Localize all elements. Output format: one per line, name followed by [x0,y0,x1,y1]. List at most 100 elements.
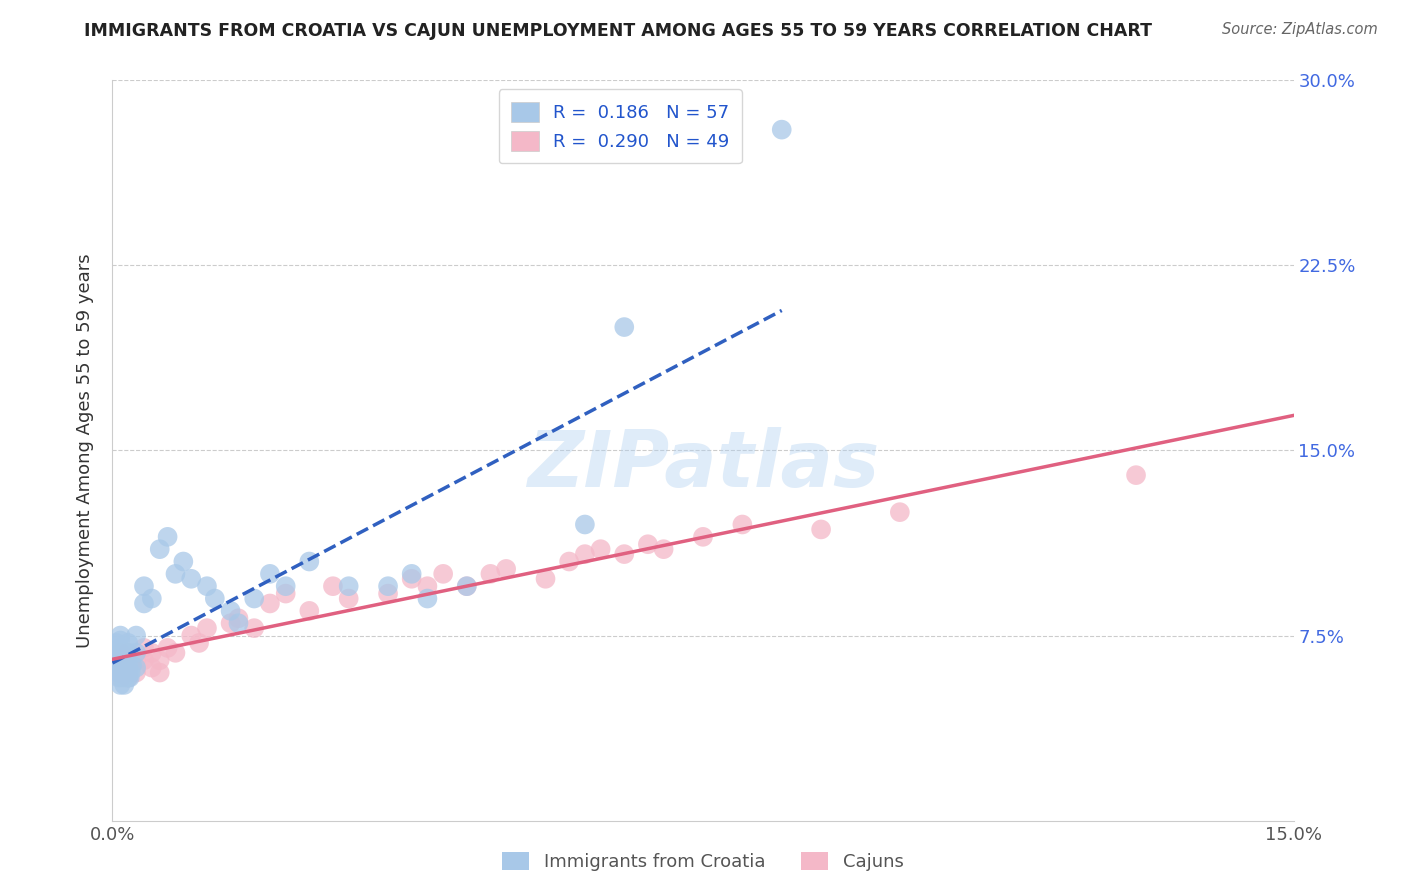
Point [108,660,131,674]
Point [125,665,148,680]
Point [149,653,172,667]
Point [118,671,141,685]
Point [204,591,226,606]
Point [117,671,139,685]
Point [156,640,179,655]
Point [219,604,242,618]
Point [172,555,194,569]
Point [259,566,281,581]
Point [219,616,242,631]
Point [165,566,187,581]
Point [589,542,612,557]
Point [298,604,321,618]
Point [110,646,132,660]
Point [156,530,179,544]
Point [401,566,423,581]
Point [195,579,218,593]
Point [432,566,454,581]
Point [416,579,439,593]
Point [416,591,439,606]
Point [574,517,596,532]
Point [110,671,132,685]
Point [117,671,139,685]
Point [141,660,163,674]
Y-axis label: Unemployment Among Ages 55 to 59 years: Unemployment Among Ages 55 to 59 years [76,253,94,648]
Point [132,640,155,655]
Point [114,660,136,674]
Point [115,665,138,680]
Point [125,660,148,674]
Point [107,665,129,680]
Point [110,678,132,692]
Point [337,579,360,593]
Point [112,671,135,685]
Text: ZIPatlas: ZIPatlas [527,427,879,503]
Point [107,665,129,680]
Point [107,671,129,685]
Point [105,636,128,650]
Point [180,628,202,642]
Point [889,505,911,519]
Point [111,660,134,674]
Point [377,579,399,593]
Point [479,566,502,581]
Point [112,665,135,680]
Point [141,646,163,660]
Point [121,658,143,673]
Point [117,646,139,660]
Point [228,611,250,625]
Point [112,678,135,692]
Point [456,579,478,593]
Point [534,572,557,586]
Point [115,653,138,667]
Point [456,579,478,593]
Point [132,597,155,611]
Point [105,653,128,667]
Point [110,658,132,673]
Point [110,640,132,655]
Point [613,547,636,561]
Point [613,320,636,334]
Text: IMMIGRANTS FROM CROATIA VS CAJUN UNEMPLOYMENT AMONG AGES 55 TO 59 YEARS CORRELAT: IMMIGRANTS FROM CROATIA VS CAJUN UNEMPLO… [84,22,1153,40]
Point [125,646,148,660]
Point [125,628,148,642]
Point [110,665,132,680]
Point [558,555,581,569]
Point [110,628,132,642]
Point [274,586,297,600]
Point [195,621,218,635]
Point [495,562,517,576]
Point [117,660,139,674]
Point [274,579,297,593]
Point [377,586,399,600]
Point [637,537,659,551]
Point [117,665,139,680]
Point [117,658,139,673]
Point [574,547,596,561]
Point [180,572,202,586]
Point [692,530,714,544]
Point [770,122,793,136]
Point [112,665,135,680]
Point [337,591,360,606]
Point [111,665,134,680]
Point [188,636,211,650]
Point [228,616,250,631]
Point [105,653,128,667]
Point [132,653,155,667]
Point [243,591,266,606]
Point [731,517,754,532]
Point [149,665,172,680]
Point [259,597,281,611]
Point [132,579,155,593]
Point [110,648,132,663]
Point [111,660,134,674]
Legend: Immigrants from Croatia, Cajuns: Immigrants from Croatia, Cajuns [495,845,911,879]
Point [110,633,132,648]
Point [1125,468,1147,483]
Point [117,636,139,650]
Point [141,591,163,606]
Point [120,665,142,680]
Point [298,555,321,569]
Point [149,542,172,557]
